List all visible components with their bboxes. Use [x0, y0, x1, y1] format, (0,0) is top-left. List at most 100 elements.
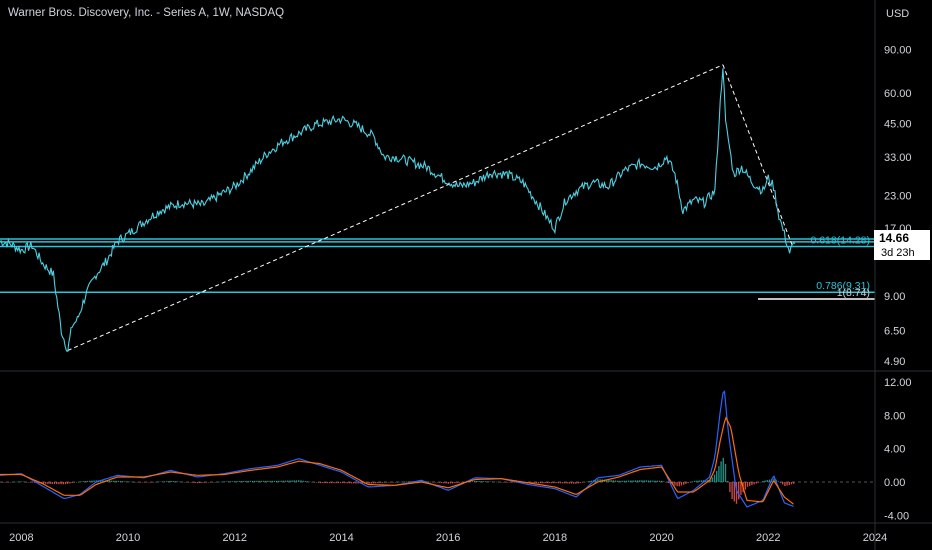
macd-histogram-bar: [716, 470, 718, 482]
macd-histogram-bar: [95, 480, 97, 482]
macd-histogram-bar: [214, 482, 216, 483]
macd-histogram-bar: [399, 481, 401, 483]
macd-histogram-bar: [82, 481, 84, 482]
macd-histogram-bar: [786, 482, 788, 486]
current-price-tag[interactable]: 14.66 3d 23h: [874, 230, 930, 260]
macd-histogram-bar: [544, 482, 546, 484]
macd-histogram-bar: [553, 482, 555, 484]
macd-histogram-bar: [84, 481, 86, 482]
price-axis-tick: 4.90: [884, 356, 905, 368]
macd-histogram-bar: [458, 482, 460, 483]
macd-histogram-bar: [764, 480, 766, 482]
macd-histogram-bar: [733, 482, 735, 502]
macd-histogram-bar: [27, 482, 29, 483]
macd-histogram-bar: [445, 482, 447, 484]
macd-histogram-bar: [166, 481, 168, 482]
macd-histogram-bar: [45, 482, 47, 484]
macd-histogram-bar: [557, 482, 559, 484]
price-series-line: [0, 68, 796, 353]
macd-histogram-bar: [658, 480, 661, 482]
macd-histogram-bar: [102, 480, 104, 482]
price-axis-tick: 6.50: [884, 326, 905, 338]
macd-histogram-bar: [432, 482, 434, 483]
macd-histogram-bar: [436, 482, 438, 483]
macd-histogram-bar: [249, 480, 251, 482]
macd-histogram-bar: [273, 480, 276, 482]
macd-histogram-bar: [152, 482, 155, 483]
macd-histogram-bar: [71, 482, 73, 483]
macd-histogram-bar: [58, 482, 60, 485]
macd-histogram-bar: [779, 482, 782, 483]
macd-histogram-bar: [564, 482, 566, 484]
macd-histogram-bar: [141, 482, 144, 483]
macd-histogram-bar: [555, 482, 557, 484]
macd-histogram-bar: [280, 480, 282, 482]
macd-histogram-bar: [493, 481, 496, 483]
macd-histogram-bar: [179, 481, 181, 483]
macd-histogram-bar: [729, 482, 731, 493]
macd-histogram-bar: [687, 482, 689, 484]
price-axis-tick: 45.00: [884, 119, 912, 131]
macd-histogram-bar: [348, 482, 350, 484]
macd-histogram-bar: [720, 461, 722, 482]
macd-histogram-bar: [740, 482, 742, 496]
macd-histogram-bar: [368, 482, 370, 484]
macd-histogram-bar: [293, 480, 295, 482]
macd-histogram-bar: [476, 480, 478, 482]
macd-histogram-bar: [628, 480, 630, 482]
macd-histogram-bar: [621, 480, 623, 482]
macd-histogram-bar: [377, 482, 379, 484]
macd-histogram-bar: [205, 482, 207, 483]
macd-histogram-bar: [117, 480, 119, 482]
macd-histogram-bar: [661, 480, 663, 482]
macd-histogram-bar: [271, 480, 273, 482]
macd-histogram-bar: [337, 482, 339, 484]
macd-histogram-bar: [267, 480, 269, 482]
macd-axis-tick: 4.00: [884, 444, 905, 456]
macd-histogram-bar: [313, 482, 315, 483]
macd-histogram-bar: [172, 480, 174, 482]
macd-histogram-bar: [599, 479, 601, 482]
time-axis-tick: 2016: [436, 532, 460, 544]
macd-histogram-bar: [548, 482, 551, 484]
macd-histogram-bar: [126, 481, 128, 482]
macd-histogram-bar: [650, 480, 652, 482]
macd-histogram-bar: [177, 481, 179, 482]
macd-histogram-bar: [311, 481, 313, 483]
macd-histogram-bar: [634, 480, 636, 482]
macd-histogram-bar: [782, 482, 784, 485]
macd-histogram-bar: [410, 481, 412, 482]
macd-histogram-bar: [315, 482, 317, 483]
macd-histogram-bar: [258, 480, 260, 482]
trend-line[interactable]: [722, 64, 793, 246]
macd-histogram-bar: [694, 480, 696, 482]
macd-histogram-bar: [643, 480, 645, 482]
macd-histogram-bar: [480, 481, 482, 482]
macd-histogram-bar: [181, 481, 183, 483]
macd-histogram-bar: [174, 481, 177, 482]
macd-histogram-bar: [69, 482, 71, 484]
macd-histogram-bar: [584, 482, 586, 483]
macd-histogram-bar: [106, 480, 108, 482]
macd-histogram-bar: [449, 482, 452, 484]
macd-histogram-bar: [201, 482, 203, 483]
macd-histogram-bar: [326, 482, 328, 484]
macd-histogram-bar: [276, 480, 278, 482]
macd-histogram-bar: [685, 482, 687, 484]
macd-histogram-bar: [568, 482, 570, 484]
macd-histogram-bar: [93, 480, 95, 482]
macd-histogram-bar: [234, 481, 236, 482]
macd-histogram-bar: [100, 480, 102, 482]
macd-histogram-bar: [700, 480, 702, 482]
trend-line[interactable]: [67, 64, 724, 351]
macd-histogram-bar: [559, 482, 562, 484]
macd-histogram-bar: [128, 481, 130, 483]
macd-histogram-bar: [504, 482, 507, 483]
macd-histogram-bar: [390, 482, 392, 483]
macd-histogram-bar: [711, 477, 713, 482]
macd-histogram-bar: [540, 482, 542, 484]
macd-histogram-bar: [56, 482, 58, 485]
macd-histogram-bar: [452, 482, 454, 484]
macd-histogram-bar: [751, 482, 753, 486]
macd-histogram-bar: [47, 482, 49, 484]
